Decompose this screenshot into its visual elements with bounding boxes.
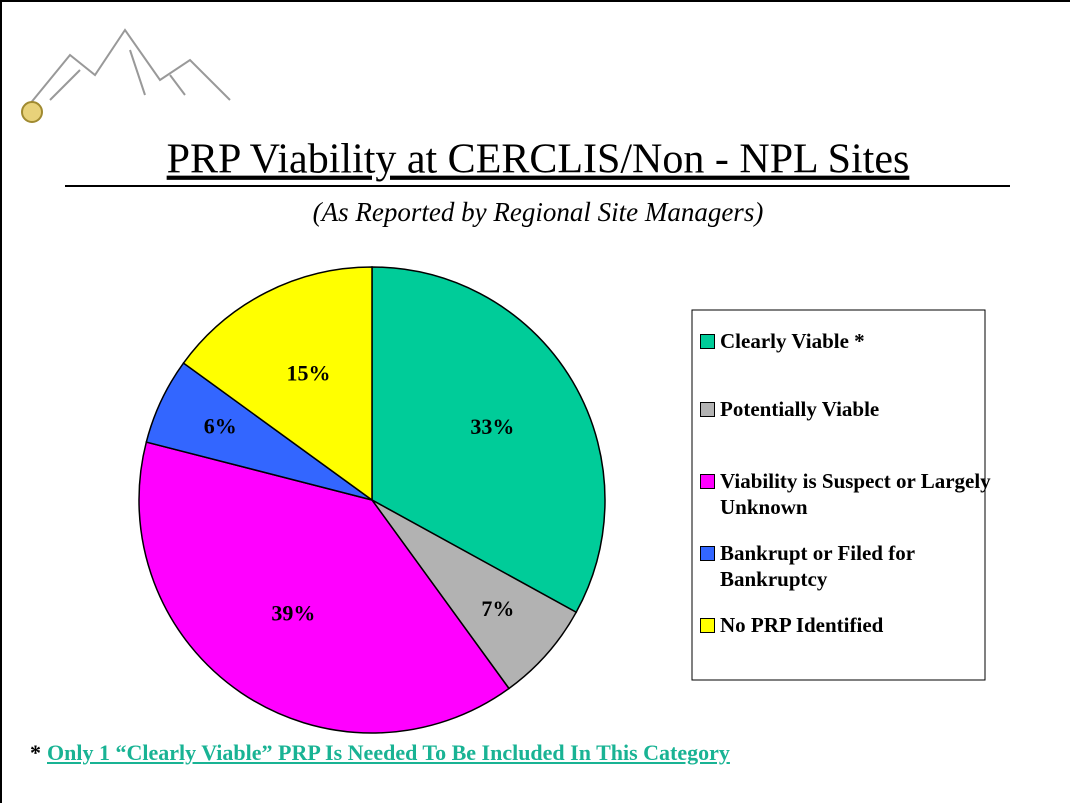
slice-label: 7% [481,596,514,621]
slide: PRP Viability at CERCLIS/Non - NPL Sites… [0,0,1070,803]
legend-entry: No PRP Identified [700,612,1000,638]
legend-label: No PRP Identified [720,613,883,637]
legend-swatch [700,334,715,349]
legend-swatch [700,402,715,417]
chart-title: PRP Viability at CERCLIS/Non - NPL Sites [167,137,910,183]
footnote-text: Only 1 “Clearly Viable” PRP Is Needed To… [47,740,730,765]
chart-subtitle: (As Reported by Regional Site Managers) [313,197,764,227]
legend-label: Bankrupt or Filed for Bankruptcy [720,541,915,591]
legend-swatch [700,546,715,561]
legend-swatch [700,474,715,489]
legend-label: Potentially Viable [720,397,879,421]
legend-swatch [700,618,715,633]
slice-label: 15% [287,360,331,385]
slice-label: 6% [204,414,237,439]
slice-label: 39% [271,601,315,626]
legend-entry: Potentially Viable [700,396,1000,422]
legend-entry: Bankrupt or Filed for Bankruptcy [700,540,1000,592]
legend-entry: Clearly Viable * [700,328,1000,354]
slice-label: 33% [470,414,514,439]
legend-label: Viability is Suspect or Largely Unknown [720,469,991,519]
legend-label: Clearly Viable * [720,329,865,353]
footnote-marker: * [30,740,41,765]
legend-entry: Viability is Suspect or Largely Unknown [700,468,1000,520]
logo [22,30,230,122]
footnote: *Only 1 “Clearly Viable” PRP Is Needed T… [30,740,730,766]
